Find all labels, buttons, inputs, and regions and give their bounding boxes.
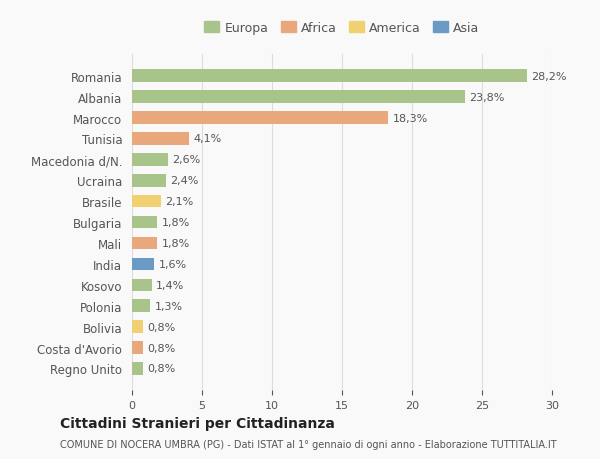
Text: 18,3%: 18,3%	[392, 113, 428, 123]
Text: COMUNE DI NOCERA UMBRA (PG) - Dati ISTAT al 1° gennaio di ogni anno - Elaborazio: COMUNE DI NOCERA UMBRA (PG) - Dati ISTAT…	[60, 440, 557, 449]
Text: Cittadini Stranieri per Cittadinanza: Cittadini Stranieri per Cittadinanza	[60, 416, 335, 430]
Bar	[132, 112, 388, 124]
Bar	[132, 133, 190, 146]
Bar	[132, 363, 143, 375]
Text: 4,1%: 4,1%	[194, 134, 222, 144]
Text: 2,1%: 2,1%	[166, 197, 194, 207]
Bar	[132, 91, 465, 104]
Text: 2,6%: 2,6%	[173, 155, 201, 165]
Bar	[132, 70, 527, 83]
Text: 0,8%: 0,8%	[148, 343, 176, 353]
Bar	[132, 196, 161, 208]
Text: 0,8%: 0,8%	[148, 364, 176, 374]
Legend: Europa, Africa, America, Asia: Europa, Africa, America, Asia	[200, 18, 484, 38]
Bar	[132, 321, 143, 333]
Bar	[132, 341, 143, 354]
Bar	[132, 216, 157, 229]
Text: 1,8%: 1,8%	[161, 239, 190, 248]
Text: 1,6%: 1,6%	[158, 259, 187, 269]
Text: 1,3%: 1,3%	[154, 301, 182, 311]
Text: 1,8%: 1,8%	[161, 218, 190, 228]
Bar	[132, 279, 152, 291]
Text: 2,4%: 2,4%	[170, 176, 198, 186]
Text: 0,8%: 0,8%	[148, 322, 176, 332]
Bar	[132, 258, 154, 271]
Text: 1,4%: 1,4%	[156, 280, 184, 290]
Bar	[132, 300, 150, 312]
Bar	[132, 237, 157, 250]
Bar	[132, 154, 169, 166]
Text: 23,8%: 23,8%	[469, 92, 505, 102]
Bar	[132, 174, 166, 187]
Text: 28,2%: 28,2%	[531, 72, 566, 82]
